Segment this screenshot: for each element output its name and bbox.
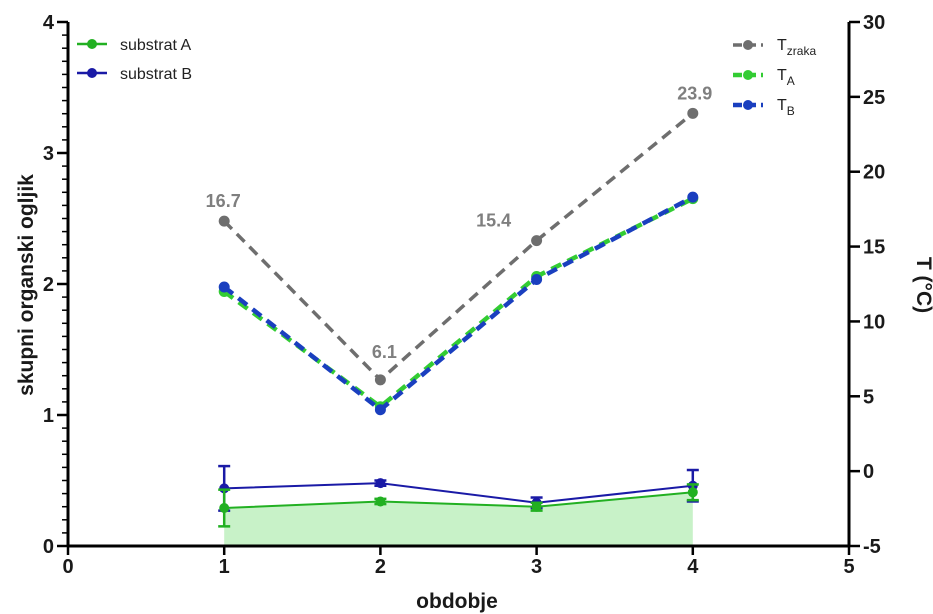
- y-right-tick-label: 10: [863, 311, 885, 333]
- series-tzraka-point: [687, 107, 699, 119]
- series-tb-point: [374, 404, 386, 416]
- series-tb-point: [687, 191, 699, 203]
- legend-label: TA: [777, 67, 795, 88]
- legend-left: substrat A substrat B: [77, 37, 192, 83]
- legend-marker: [87, 39, 97, 49]
- legend-label: TB: [777, 97, 795, 118]
- series-tzraka-line: [222, 111, 694, 383]
- series-substrat-a-line: [224, 491, 693, 510]
- y-axis-right-title: T (°C): [912, 257, 933, 313]
- y-left-tick-label: 2: [43, 274, 54, 296]
- data-labels-layer: 16.7 6.1 15.4 23.9: [206, 83, 713, 361]
- legend-label: substrat B: [120, 66, 192, 83]
- legend-label: Tzraka: [777, 37, 816, 58]
- series-tb-line: [222, 195, 694, 413]
- data-label-tzraka: 15.4: [476, 211, 511, 231]
- legend-marker: [743, 40, 753, 50]
- y-right-tick-label: 5: [863, 386, 874, 408]
- legend-label: substrat A: [120, 37, 191, 54]
- y-right-tick-label: -5: [863, 536, 881, 558]
- series-tzraka-point: [531, 235, 543, 247]
- y-axis-left-title: skupni organski ogljik: [15, 174, 38, 396]
- series-substrat-a-point: [531, 501, 542, 512]
- y-right-tick-label: 15: [863, 237, 885, 259]
- legend-marker: [87, 68, 97, 78]
- series-tb-point: [218, 281, 230, 293]
- series-substrat-a-point: [687, 487, 698, 498]
- y-right-tick-label: 0: [863, 461, 874, 483]
- y-right-tick-label: 20: [863, 162, 885, 184]
- legend-marker: [743, 70, 753, 80]
- series-tzraka-point: [218, 215, 230, 227]
- y-left-tick-label: 4: [43, 12, 55, 34]
- series-ta-line: [222, 196, 694, 410]
- series-substrat-a-point: [219, 503, 230, 514]
- y-right-tick-label: 25: [863, 87, 885, 109]
- x-tick-label: 4: [687, 556, 699, 578]
- series-tzraka-point: [374, 374, 386, 386]
- series-substrat-b-point: [375, 478, 386, 489]
- legend-right: Tzraka TA TB: [733, 37, 816, 118]
- series-substrat-a-point: [375, 496, 386, 507]
- y-left-tick-label: 0: [43, 536, 54, 558]
- x-tick-label: 5: [843, 556, 854, 578]
- data-label-tzraka: 6.1: [372, 342, 397, 362]
- series-tb-point: [531, 274, 543, 286]
- x-axis-title: obdobje: [416, 590, 498, 613]
- x-tick-label: 2: [375, 556, 386, 578]
- data-label-tzraka: 16.7: [206, 191, 241, 211]
- axes: 0 1 2 3 4 -5 0 5 10 15 20 25 30 0 1 2 3 4 5: [43, 12, 885, 578]
- y-left-tick-label: 1: [43, 405, 54, 427]
- series-substrat-b-line: [224, 482, 693, 504]
- data-label-tzraka: 23.9: [677, 83, 712, 103]
- substrat-a-area: [224, 492, 693, 546]
- legend-marker: [743, 100, 753, 110]
- x-tick-label: 3: [531, 556, 542, 578]
- y-left-tick-label: 3: [43, 143, 54, 165]
- area-fill-layer: [224, 492, 693, 546]
- x-tick-label: 0: [62, 556, 73, 578]
- series-layer: [218, 107, 699, 528]
- x-tick-label: 1: [219, 556, 230, 578]
- y-right-tick-label: 30: [863, 12, 885, 34]
